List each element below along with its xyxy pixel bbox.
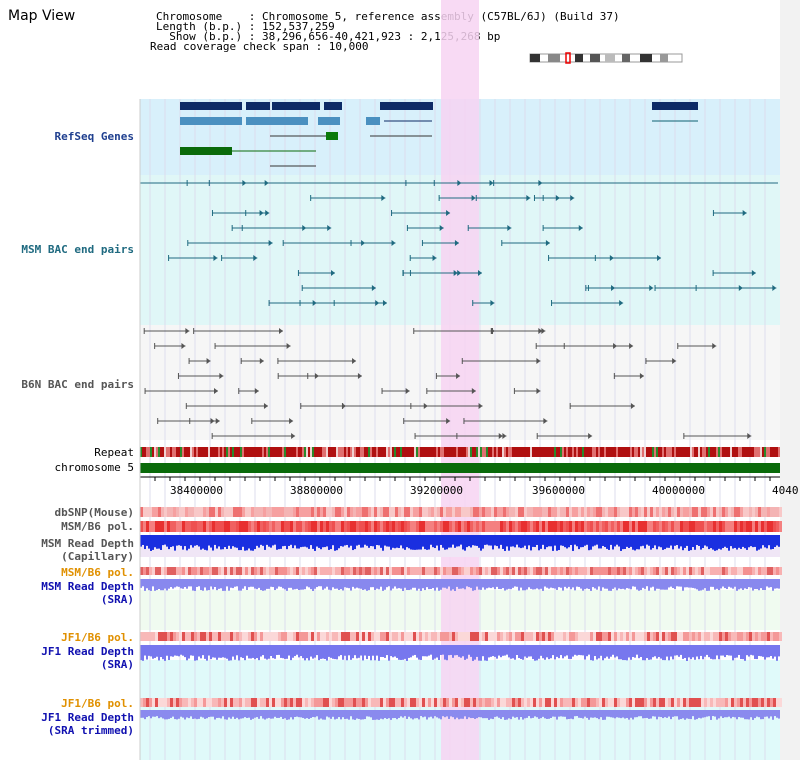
refseq-genes[interactable]: [180, 102, 698, 167]
chromosome-ideogram[interactable]: [529, 52, 683, 64]
tick-label-3: 39600000: [532, 484, 585, 497]
bac-end-pairs[interactable]: [140, 180, 778, 439]
depth-tracks[interactable]: [140, 535, 780, 720]
tick-label-4: 40000000: [652, 484, 705, 497]
tick-label-1: 38800000: [290, 484, 343, 497]
chromosome-bar[interactable]: [140, 463, 780, 473]
label-msm-depth-capillary[interactable]: MSM Read Depth (Capillary): [41, 537, 134, 563]
label-jf1-b6-pol-2[interactable]: JF1/B6 pol.: [61, 697, 134, 710]
page-title: Map View: [8, 8, 76, 24]
label-repeat[interactable]: Repeat: [94, 446, 134, 459]
label-jf1-depth-sra[interactable]: JF1 Read Depth (SRA): [41, 645, 134, 671]
label-jf1-b6-pol[interactable]: JF1/B6 pol.: [61, 631, 134, 644]
label-msm-b6-pol-2[interactable]: MSM/B6 pol.: [61, 566, 134, 579]
length-info: Length (b.p.) : 152,537,259: [156, 20, 335, 33]
label-msm-bac[interactable]: MSM BAC end pairs: [21, 243, 134, 256]
axis-ticks: [139, 477, 771, 481]
label-msm-b6-pol[interactable]: MSM/B6 pol.: [61, 520, 134, 533]
label-dbsnp[interactable]: dbSNP(Mouse): [54, 506, 134, 519]
tick-label-2: 39200000: [410, 484, 463, 497]
coverage-info: Read coverage check span : 10,000: [150, 40, 369, 53]
repeat-track[interactable]: [140, 447, 780, 457]
label-b6n-bac[interactable]: B6N BAC end pairs: [21, 378, 134, 391]
label-refseq[interactable]: RefSeq Genes: [54, 130, 134, 143]
right-margin: [780, 0, 800, 760]
label-chromosome[interactable]: chromosome 5: [54, 461, 134, 474]
tick-label-0: 38400000: [170, 484, 223, 497]
label-msm-depth-sra[interactable]: MSM Read Depth (SRA): [41, 580, 134, 606]
label-jf1-depth-trimmed[interactable]: JF1 Read Depth (SRA trimmed): [41, 711, 134, 737]
heat-tracks[interactable]: [140, 507, 782, 707]
tick-label-5: 4040: [772, 484, 799, 497]
